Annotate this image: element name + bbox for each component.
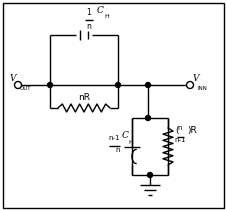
Circle shape xyxy=(146,115,151,120)
Text: n: n xyxy=(86,22,91,31)
Circle shape xyxy=(15,81,22,88)
Text: (: ( xyxy=(175,127,178,135)
Circle shape xyxy=(47,83,52,88)
Text: )R: )R xyxy=(187,127,197,135)
Circle shape xyxy=(148,173,153,177)
Text: OUT: OUT xyxy=(20,86,32,91)
Text: INN: INN xyxy=(198,86,208,91)
Circle shape xyxy=(187,81,193,88)
Text: C: C xyxy=(97,6,104,15)
Text: n: n xyxy=(178,126,182,131)
Text: H: H xyxy=(128,139,133,145)
Text: n: n xyxy=(116,147,120,153)
Text: n-1: n-1 xyxy=(174,138,186,143)
Text: H: H xyxy=(104,14,109,19)
Text: V: V xyxy=(193,74,200,83)
Circle shape xyxy=(116,83,121,88)
Text: 1: 1 xyxy=(87,8,91,17)
Circle shape xyxy=(146,83,151,88)
Text: n-1: n-1 xyxy=(109,135,120,142)
Text: V: V xyxy=(10,74,16,83)
Text: C: C xyxy=(122,131,129,141)
Text: nR: nR xyxy=(78,93,90,102)
